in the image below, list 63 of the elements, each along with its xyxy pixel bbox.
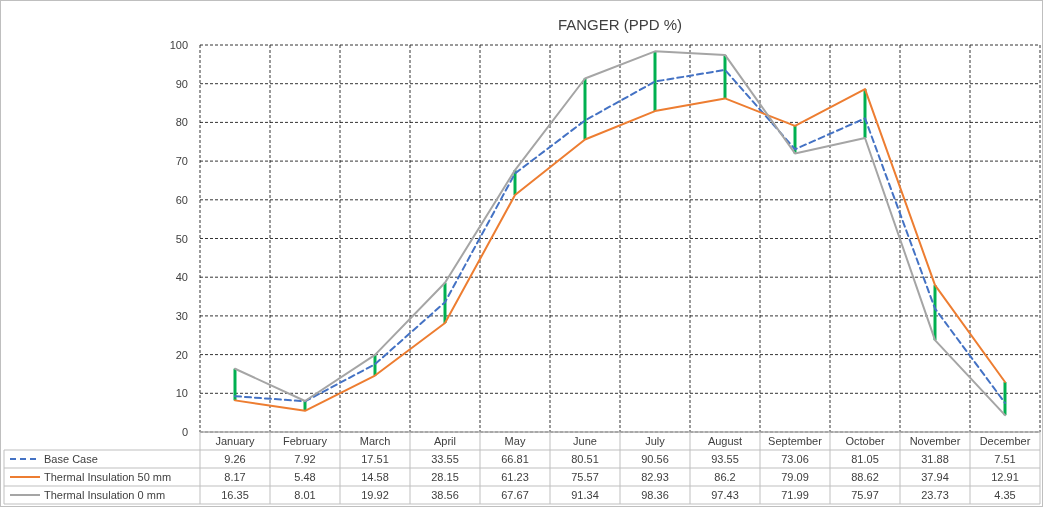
legend-label: Thermal Insulation 0 mm	[44, 489, 166, 501]
data-label: 86.2	[714, 471, 736, 483]
y-tick-label: 10	[175, 387, 188, 400]
data-label: 79.09	[781, 471, 809, 483]
data-label: 4.35	[994, 489, 1016, 501]
x-tick-label: July	[645, 435, 666, 447]
data-label: 23.73	[921, 489, 949, 501]
data-label: 7.51	[994, 453, 1016, 465]
data-label: 81.05	[851, 453, 879, 465]
data-label: 91.34	[571, 489, 599, 501]
data-label: 5.48	[294, 471, 316, 483]
data-label: 90.56	[641, 453, 669, 465]
legend-label: Thermal Insulation 50 mm	[44, 471, 172, 483]
y-tick-label: 20	[175, 348, 188, 361]
data-label: 17.51	[361, 453, 389, 465]
x-tick-label: April	[433, 435, 457, 447]
y-tick-label: 0	[181, 426, 188, 438]
data-label: 12.91	[991, 471, 1019, 483]
data-label: 8.01	[294, 489, 316, 501]
data-label: 38.56	[431, 489, 459, 501]
y-tick-label: 70	[175, 155, 188, 168]
data-label: 31.88	[921, 453, 949, 465]
data-label: 80.51	[571, 453, 599, 465]
data-label: 75.97	[851, 489, 879, 501]
x-tick-label: December	[979, 435, 1031, 447]
x-tick-label: June	[573, 435, 597, 447]
data-label: 82.93	[641, 471, 669, 483]
data-label: 61.23	[501, 471, 529, 483]
data-label: 75.57	[571, 471, 599, 483]
data-label: 73.06	[781, 453, 809, 465]
data-label: 9.26	[224, 453, 246, 465]
y-tick-label: 30	[175, 309, 188, 322]
x-tick-label: February	[282, 435, 328, 447]
y-tick-label: 80	[175, 116, 188, 129]
data-label: 7.92	[294, 453, 316, 465]
x-tick-label: August	[707, 435, 743, 447]
data-label: 98.36	[641, 489, 669, 501]
data-label: 93.55	[711, 453, 739, 465]
x-tick-label: January	[215, 435, 256, 447]
chart-title: FANGER (PPD %)	[557, 16, 683, 33]
x-tick-label: November	[909, 435, 961, 447]
y-tick-label: 60	[175, 193, 188, 206]
data-label: 67.67	[501, 489, 529, 501]
data-label: 37.94	[921, 471, 949, 483]
x-tick-label: March	[359, 435, 391, 447]
data-label: 14.58	[361, 471, 389, 483]
y-tick-label: 50	[175, 232, 188, 245]
data-label: 19.92	[361, 489, 389, 501]
x-tick-label: May	[504, 435, 526, 447]
legend-label: Base Case	[44, 453, 98, 465]
data-label: 16.35	[221, 489, 249, 501]
data-label: 33.55	[431, 453, 459, 465]
data-label: 8.17	[224, 471, 246, 483]
x-tick-label: October	[845, 435, 885, 447]
data-label: 71.99	[781, 489, 809, 501]
data-label: 88.62	[851, 471, 879, 483]
x-tick-label: September	[768, 435, 823, 447]
data-label: 66.81	[501, 453, 529, 465]
data-label: 97.43	[711, 489, 739, 501]
y-tick-label: 100	[169, 39, 188, 51]
y-tick-label: 40	[175, 271, 188, 284]
data-label: 28.15	[431, 471, 459, 483]
y-tick-label: 90	[175, 77, 188, 90]
